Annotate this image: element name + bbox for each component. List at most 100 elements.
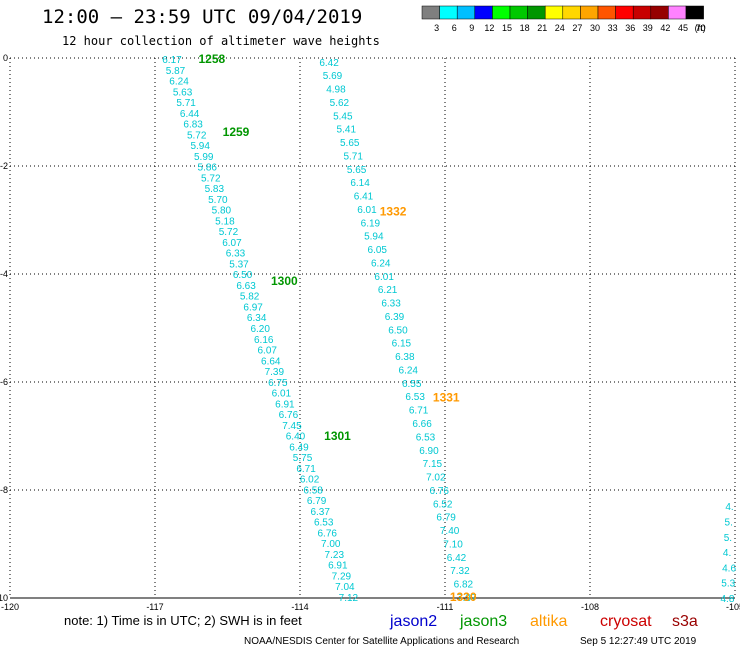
swh-value-label: 6.02 xyxy=(300,475,320,486)
color-scale-label: 39 xyxy=(643,23,653,33)
x-tick-label: -120 xyxy=(1,602,19,612)
x-tick-label: -108 xyxy=(581,602,599,612)
color-scale-label: 21 xyxy=(537,23,547,33)
swh-value-label: 6.91 xyxy=(328,561,348,572)
swh-value-label: 7.04 xyxy=(335,582,355,593)
swh-value-label: 6.20 xyxy=(250,324,270,335)
swh-value-label: 7.10 xyxy=(443,539,463,550)
y-tick-label: -8 xyxy=(0,485,8,495)
swh-value-label: 5.65 xyxy=(340,138,360,149)
swh-value-label: 4.6 xyxy=(722,563,736,574)
swh-value-label: 6.63 xyxy=(236,281,256,292)
swh-value-label: 6.53 xyxy=(416,432,436,443)
swh-value-label: 5. xyxy=(724,533,732,544)
swh-value-label: 6.79 xyxy=(307,496,327,507)
legend-entry-jason2: jason2 xyxy=(389,613,437,630)
color-scale-label: 15 xyxy=(502,23,512,33)
swh-value-label: 6.66 xyxy=(412,419,432,430)
swh-value-label: 7.45 xyxy=(282,421,302,432)
swh-value-label: 5.63 xyxy=(173,87,193,98)
swh-value-label: 6.21 xyxy=(378,285,398,296)
swh-value-label: 4.98 xyxy=(326,85,346,96)
swh-value-label: 6.07 xyxy=(222,238,242,249)
swh-value-label: 6.75 xyxy=(268,378,288,389)
color-scale-swatch xyxy=(509,5,528,20)
swh-value-label: 5.62 xyxy=(330,98,350,109)
swh-value-label: 5.87 xyxy=(166,66,186,77)
color-scale-swatch xyxy=(632,5,652,20)
color-scale-swatch xyxy=(580,5,599,20)
swh-value-label: 6.76 xyxy=(317,528,337,539)
swh-value-label: 6.79 xyxy=(436,513,456,524)
swh-value-label: 6.38 xyxy=(395,352,415,363)
swh-value-label: 6.53 xyxy=(405,392,425,403)
pass-time-label: 1331 xyxy=(433,391,460,405)
color-scale-swatch xyxy=(527,5,546,20)
color-scale-label: 36 xyxy=(625,23,635,33)
swh-value-label: 6.71 xyxy=(296,464,316,475)
color-scale-swatch xyxy=(650,5,669,20)
color-scale-swatch xyxy=(615,5,634,20)
color-scale-label: 9 xyxy=(469,23,474,33)
swh-value-label: 5.82 xyxy=(240,292,260,303)
color-scale-swatch xyxy=(685,5,704,20)
swh-value-label: 7.39 xyxy=(265,367,285,378)
color-scale-label: 70 xyxy=(696,23,706,33)
swh-value-label: 7.23 xyxy=(325,550,345,561)
color-scale-label: 3 xyxy=(434,23,439,33)
color-scale-label: 33 xyxy=(608,23,618,33)
swh-value-label: 7.40 xyxy=(440,526,460,537)
swh-value-label: 5.45 xyxy=(333,111,353,122)
x-tick-label: -117 xyxy=(146,602,163,612)
swh-value-label: 6.49 xyxy=(289,442,309,453)
footer-note: note: 1) Time is in UTC; 2) SWH is in fe… xyxy=(64,613,302,628)
swh-value-label: 5.80 xyxy=(212,206,232,217)
swh-value-label: 6.14 xyxy=(350,178,370,189)
x-tick-label: -105 xyxy=(726,602,740,612)
swh-value-label: 6.76 xyxy=(430,486,450,497)
swh-value-label: 6.19 xyxy=(361,218,381,229)
swh-value-label: 6.15 xyxy=(392,339,412,350)
swh-value-label: 5.94 xyxy=(364,232,384,243)
swh-value-label: 7.15 xyxy=(423,459,443,470)
swh-value-label: 6.90 xyxy=(419,446,439,457)
color-scale-label: 18 xyxy=(520,23,530,33)
color-scale-label: 30 xyxy=(590,23,600,33)
swh-value-label: 6.97 xyxy=(243,302,263,313)
swh-value-label: 5.71 xyxy=(176,98,196,109)
swh-value-label: 6.52 xyxy=(433,499,453,510)
swh-value-label: 6.91 xyxy=(275,399,295,410)
page-subtitle: 12 hour collection of altimeter wave hei… xyxy=(62,34,380,48)
swh-value-label: 6.01 xyxy=(357,205,377,216)
y-tick-label: -10 xyxy=(0,593,8,603)
swh-value-label: 4.8 xyxy=(721,594,735,605)
swh-value-label: 6.05 xyxy=(368,245,388,256)
color-scale-swatch xyxy=(668,5,687,20)
swh-value-label: 6.07 xyxy=(258,346,278,357)
page-title: 12:00 – 23:59 UTC 09/04/2019 xyxy=(42,6,363,28)
swh-value-label: 5.72 xyxy=(219,227,239,238)
swh-value-label: 7.37 xyxy=(457,593,477,604)
swh-value-label: 5.72 xyxy=(187,130,207,141)
swh-value-label: 5.71 xyxy=(343,151,363,162)
swh-value-label: 6.24 xyxy=(371,258,391,269)
swh-value-label: 6.24 xyxy=(399,365,419,376)
legend-entry-jason3: jason3 xyxy=(459,613,507,630)
swh-value-label: 6.39 xyxy=(385,312,405,323)
color-scale-swatch xyxy=(492,5,511,20)
swh-value-label: 5. xyxy=(725,518,733,529)
swh-value-label: 5.69 xyxy=(323,71,343,82)
color-scale-label: 6 xyxy=(452,23,457,33)
swh-value-label: 7.02 xyxy=(426,473,446,484)
pass-time-label: 1258 xyxy=(199,52,226,66)
color-scale-label: 45 xyxy=(678,23,688,33)
color-scale-swatch xyxy=(562,5,581,20)
swh-value-label: 7.12 xyxy=(339,593,359,604)
swh-value-label: 5.41 xyxy=(337,125,357,136)
swh-value-label: 6.42 xyxy=(447,553,467,564)
swh-value-label: 6.24 xyxy=(169,77,189,88)
swh-value-label: 5.72 xyxy=(201,173,221,184)
swh-value-label: 6.53 xyxy=(314,518,334,529)
pass-time-label: 1301 xyxy=(324,429,351,443)
swh-value-label: 6.33 xyxy=(226,249,246,260)
